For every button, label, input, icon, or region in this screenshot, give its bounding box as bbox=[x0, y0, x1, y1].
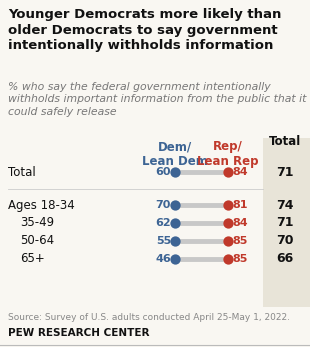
Text: Total: Total bbox=[269, 135, 301, 148]
Point bbox=[173, 202, 178, 208]
Text: 70: 70 bbox=[156, 200, 171, 210]
Text: Ages 18-34: Ages 18-34 bbox=[8, 198, 75, 212]
Point bbox=[173, 256, 178, 262]
Text: 84: 84 bbox=[232, 218, 248, 228]
Text: 35-49: 35-49 bbox=[20, 217, 54, 229]
Text: PEW RESEARCH CENTER: PEW RESEARCH CENTER bbox=[8, 328, 149, 338]
Text: 71: 71 bbox=[276, 217, 294, 229]
Point bbox=[173, 238, 178, 244]
Point bbox=[225, 202, 230, 208]
Point bbox=[225, 256, 230, 262]
Text: Younger Democrats more likely than
older Democrats to say government
intentional: Younger Democrats more likely than older… bbox=[8, 8, 281, 52]
Text: 50-64: 50-64 bbox=[20, 235, 54, 247]
Point bbox=[173, 169, 178, 175]
Text: 60: 60 bbox=[156, 167, 171, 177]
Text: 84: 84 bbox=[232, 167, 248, 177]
Bar bbox=[263, 138, 310, 307]
Text: 74: 74 bbox=[276, 198, 294, 212]
Text: Total: Total bbox=[8, 166, 36, 178]
Text: 85: 85 bbox=[232, 236, 247, 246]
Text: 46: 46 bbox=[155, 254, 171, 264]
Point bbox=[225, 169, 230, 175]
Text: 66: 66 bbox=[277, 253, 294, 265]
Point bbox=[225, 238, 230, 244]
Point bbox=[225, 220, 230, 226]
Text: Rep/
Lean Rep: Rep/ Lean Rep bbox=[197, 140, 259, 168]
Text: 71: 71 bbox=[276, 166, 294, 178]
Text: 62: 62 bbox=[155, 218, 171, 228]
Text: 81: 81 bbox=[232, 200, 247, 210]
Text: 85: 85 bbox=[232, 254, 247, 264]
Text: 65+: 65+ bbox=[20, 253, 45, 265]
Text: Source: Survey of U.S. adults conducted April 25-May 1, 2022.: Source: Survey of U.S. adults conducted … bbox=[8, 313, 290, 322]
Point bbox=[173, 220, 178, 226]
Text: Dem/
Lean Dem: Dem/ Lean Dem bbox=[142, 140, 208, 168]
Text: 70: 70 bbox=[276, 235, 294, 247]
Text: % who say the federal government intentionally
withholds important information f: % who say the federal government intenti… bbox=[8, 82, 306, 117]
Text: 55: 55 bbox=[156, 236, 171, 246]
